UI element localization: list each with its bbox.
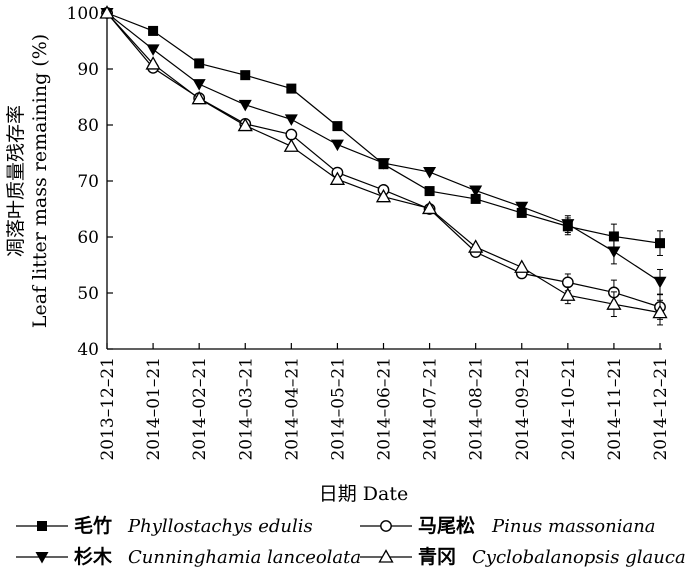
legend-label-latin: Pinus massoniana (491, 516, 656, 537)
series-3 (99, 5, 668, 326)
x-tick-label: 2013–12–21 (98, 357, 118, 461)
legend-item-2: 杉木 Cunninghamia lanceolata (16, 545, 361, 568)
x-tick-label: 2014–04–21 (282, 357, 302, 461)
x-tick-label: 2014–07–21 (421, 357, 441, 461)
series-2 (100, 8, 667, 295)
x-tick-label: 2014–09–21 (513, 357, 533, 461)
data-point (560, 287, 576, 301)
y-tick-label: 80 (77, 116, 99, 136)
legend-item-0: 毛竹 Phyllostachys edulis (16, 514, 313, 537)
data-point (561, 276, 574, 289)
data-point (240, 70, 251, 81)
series-line (106, 12, 661, 283)
data-point (653, 276, 667, 289)
data-point (145, 56, 161, 70)
data-point (99, 5, 115, 19)
y-tick-label: 60 (77, 228, 99, 248)
data-point (561, 219, 575, 231)
legend-marker (380, 520, 392, 532)
axes: 40 50 60 70 80 90 100 2013–12–21 2014–01–21 2014–… (67, 4, 671, 461)
data-point (607, 246, 621, 259)
x-tick-label: 2014–10–21 (559, 357, 579, 461)
data-point (329, 171, 346, 185)
data-point (286, 83, 297, 94)
legend-label-latin: Cyclobalanopsis glauca (472, 547, 686, 568)
data-point (606, 296, 622, 310)
data-point (468, 239, 484, 253)
legend-label-cn: 杉木 (74, 545, 113, 568)
x-tick-label: 2014–01–21 (144, 357, 164, 461)
data-point (283, 138, 299, 152)
data-point (515, 201, 529, 214)
legend-label-cn: 毛竹 (74, 514, 112, 537)
data-point (238, 99, 252, 112)
legend: 毛竹 Phyllostachys edulis 马尾松 Pinus massonian… (16, 514, 686, 568)
data-point (285, 128, 298, 141)
data-point (514, 259, 530, 273)
y-tick-label: 40 (77, 340, 99, 360)
legend-label-latin: Phyllostachys edulis (127, 516, 313, 537)
data-point (375, 188, 392, 203)
legend-label-cn: 青冈 (418, 546, 456, 568)
data-point (332, 121, 343, 132)
data-point (608, 231, 619, 242)
legend-label-latin: Cunninghamia lanceolata (128, 547, 361, 568)
legend-marker (35, 552, 49, 564)
data-point (148, 25, 159, 36)
x-tick-label: 2014–12–21 (651, 357, 671, 461)
data-point (421, 200, 438, 215)
data-point (330, 139, 344, 152)
y-tick-label: 50 (77, 284, 99, 304)
data-point (652, 304, 668, 319)
data-point (237, 117, 253, 132)
x-axis-label: 日期 Date (319, 483, 408, 505)
legend-item-3: 青冈 Cyclobalanopsis glauca (360, 546, 686, 568)
x-tick-label: 2014–08–21 (467, 357, 487, 461)
data-point (655, 238, 665, 249)
data-point (194, 58, 205, 69)
y-tick-label: 90 (77, 60, 99, 80)
x-tick-label: 2014–02–21 (190, 357, 210, 461)
data-point (470, 193, 481, 204)
data-point (377, 158, 390, 170)
data-point (284, 114, 298, 126)
data-point (423, 167, 437, 179)
x-tick-label: 2014–03–21 (236, 357, 256, 461)
series-0 (102, 8, 665, 256)
series-layer (99, 5, 668, 326)
x-tick-label: 2014–11–21 (605, 357, 625, 461)
data-point (469, 185, 483, 198)
y-tick-label: 100 (67, 4, 99, 24)
x-tick-label: 2014–06–21 (375, 357, 395, 461)
x-tick-label: 2014–05–21 (328, 357, 348, 461)
data-point (146, 44, 160, 56)
legend-marker (37, 521, 47, 531)
y-tick-label: 70 (77, 172, 99, 192)
data-point (424, 186, 435, 197)
y-axis-label-en: Leaf litter mass remaining (%) (29, 34, 51, 328)
data-point (192, 79, 206, 91)
data-point (191, 90, 207, 105)
legend-marker (378, 549, 394, 563)
y-axis-label-cn: 凋落叶质量残存率 (5, 105, 27, 257)
series-line (106, 12, 661, 244)
legend-label-cn: 马尾松 (418, 514, 475, 537)
legend-item-1: 马尾松 Pinus massoniana (360, 514, 656, 537)
